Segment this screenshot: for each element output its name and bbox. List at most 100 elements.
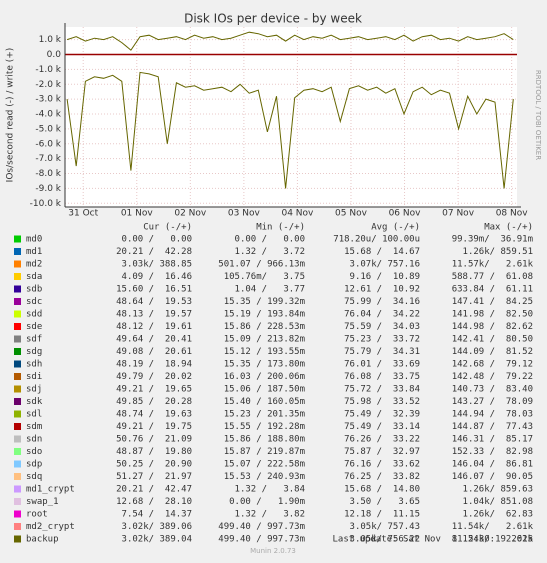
legend-value: 15.68 / 14.67 xyxy=(344,247,420,257)
legend-name: sdd xyxy=(26,310,42,320)
legend-value: 99.39m/ 36.91m xyxy=(452,235,533,245)
legend-value: 146.07 / 90.05 xyxy=(452,472,533,482)
legend-header: Min (-/+) xyxy=(256,223,305,233)
legend-value: 142.41 / 80.50 xyxy=(452,335,533,345)
legend-value: 1.04k/ 851.08 xyxy=(463,497,533,507)
legend-value: 75.49 / 32.39 xyxy=(344,410,420,420)
legend-name: md2_crypt xyxy=(26,522,75,532)
legend-value: 75.72 / 33.84 xyxy=(344,385,420,395)
legend-swatch xyxy=(14,523,21,530)
legend-value: 12.61 / 10.92 xyxy=(344,285,420,295)
y-axis-label: IOs/second read (-) / write (+) xyxy=(6,48,16,183)
legend-value: 15.60 / 16.51 xyxy=(116,285,192,295)
legend-value: 140.73 / 83.40 xyxy=(452,385,533,395)
legend-name: md1 xyxy=(26,247,42,257)
legend-value: 75.98 / 33.52 xyxy=(344,397,420,407)
chart-title: Disk IOs per device - by week xyxy=(184,12,362,26)
legend-value: 15.86 / 188.80m xyxy=(224,435,305,445)
x-tick-label: 05 Nov xyxy=(335,209,368,219)
legend-value: 3.05k/ 756.22 xyxy=(350,535,420,545)
legend-value: 0.00 / 1.90m xyxy=(229,497,305,507)
legend-swatch xyxy=(14,448,21,455)
legend-name: sdp xyxy=(26,460,42,470)
legend-value: 1.26k/ 62.83 xyxy=(463,510,533,520)
legend-swatch xyxy=(14,335,21,343)
legend-value: 144.94 / 78.03 xyxy=(452,410,533,420)
legend-value: 49.21 / 19.75 xyxy=(116,422,192,432)
legend-name: swap_1 xyxy=(26,497,59,507)
legend-value: 142.68 / 79.12 xyxy=(452,360,533,370)
x-tick-label: 06 Nov xyxy=(389,209,422,219)
legend-swatch xyxy=(14,485,21,493)
legend-value: 49.79 / 20.02 xyxy=(116,372,192,382)
legend-name: sdn xyxy=(26,435,42,445)
legend-value: 76.04 / 34.22 xyxy=(344,310,420,320)
legend-value: 1.32 / 3.84 xyxy=(235,485,305,495)
legend-value: 0.00 / 0.00 xyxy=(235,235,305,245)
legend-value: 48.64 / 19.53 xyxy=(116,297,192,307)
legend-value: 48.12 / 19.61 xyxy=(116,322,192,332)
legend-value: 15.68 / 14.80 xyxy=(344,485,420,495)
legend-value: 3.50 / 3.65 xyxy=(350,497,420,507)
legend-value: 11.54k/ 2.61k xyxy=(452,535,534,545)
legend-name: md0 xyxy=(26,235,42,245)
legend-value: 15.09 / 213.82m xyxy=(224,335,305,345)
legend-swatch xyxy=(14,498,21,505)
legend-swatch xyxy=(14,385,21,393)
legend-name: sdk xyxy=(26,397,43,407)
y-tick-label: -8.0 k xyxy=(35,169,61,179)
legend-value: 75.59 / 34.03 xyxy=(344,322,420,332)
legend-value: 1.26k/ 859.63 xyxy=(463,485,533,495)
legend-value: 76.16 / 33.62 xyxy=(344,460,420,470)
legend-value: 12.68 / 28.10 xyxy=(116,497,192,507)
legend-value: 15.19 / 193.84m xyxy=(224,310,305,320)
legend-value: 499.40 / 997.73m xyxy=(218,522,305,532)
x-tick-label: 08 Nov xyxy=(496,209,529,219)
x-tick-label: 31 Oct xyxy=(68,209,98,219)
legend-value: 141.98 / 82.50 xyxy=(452,310,533,320)
legend-swatch xyxy=(14,310,21,318)
y-tick-label: -4.0 k xyxy=(35,110,61,120)
legend-name: sde xyxy=(26,322,42,332)
legend-value: 75.99 / 34.16 xyxy=(344,297,420,307)
legend-value: 15.55 / 192.28m xyxy=(224,422,305,432)
watermark: RRDTOOL / TOBI OETIKER xyxy=(534,70,542,160)
legend-value: 48.87 / 19.80 xyxy=(116,447,192,457)
y-tick-label: -6.0 k xyxy=(35,139,61,149)
legend-value: 15.87 / 219.87m xyxy=(224,447,305,457)
legend-name: sdl xyxy=(26,410,42,420)
y-tick-label: -3.0 k xyxy=(35,95,61,105)
legend-value: 15.40 / 160.05m xyxy=(224,397,305,407)
legend-value: 50.76 / 21.09 xyxy=(116,435,192,445)
legend-value: 75.79 / 34.31 xyxy=(344,347,420,357)
version: Munin 2.0.73 xyxy=(250,547,296,555)
legend-value: 3.02k/ 389.06 xyxy=(122,522,192,532)
legend-value: 3.02k/ 389.04 xyxy=(122,535,192,545)
legend-value: 143.27 / 78.09 xyxy=(452,397,533,407)
legend-value: 48.13 / 19.57 xyxy=(116,310,192,320)
x-tick-label: 04 Nov xyxy=(281,209,314,219)
legend-value: 499.40 / 997.73m xyxy=(218,535,305,545)
legend-value: 1.32 / 3.82 xyxy=(235,510,305,520)
legend-swatch xyxy=(14,273,21,280)
legend-name: sda xyxy=(26,272,42,282)
legend-value: 15.86 / 228.53m xyxy=(224,322,305,332)
legend-value: 50.25 / 20.90 xyxy=(116,460,192,470)
legend-value: 20.21 / 42.47 xyxy=(116,485,192,495)
series-line xyxy=(66,71,514,189)
legend-name: root xyxy=(26,510,48,520)
legend-value: 20.21 / 42.28 xyxy=(116,247,192,257)
legend-value: 75.23 / 33.72 xyxy=(344,335,420,345)
legend-value: 11.57k/ 2.61k xyxy=(452,260,534,270)
legend-swatch xyxy=(14,473,21,480)
legend-value: 76.26 / 33.22 xyxy=(344,435,420,445)
legend-value: 15.06 / 187.50m xyxy=(224,385,305,395)
legend-name: sdb xyxy=(26,285,42,295)
y-tick-label: -1.0 k xyxy=(35,65,61,75)
legend-value: 76.01 / 33.69 xyxy=(344,360,420,370)
legend-name: sdj xyxy=(26,385,42,395)
y-tick-label: -5.0 k xyxy=(35,124,61,134)
legend-value: 144.98 / 82.62 xyxy=(452,322,533,332)
legend-name: sdm xyxy=(26,422,42,432)
